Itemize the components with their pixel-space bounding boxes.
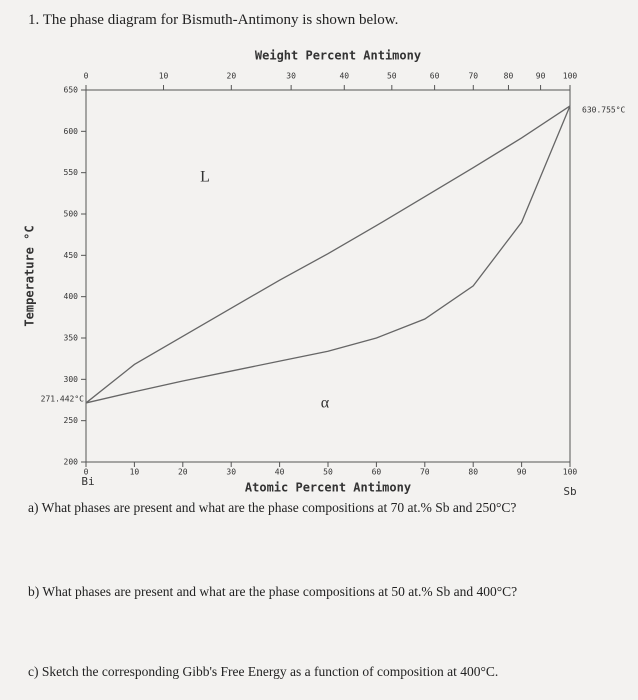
x-tick-label: 100 (563, 468, 578, 477)
x2-tick-label: 20 (227, 72, 237, 81)
x2-tick-label: 90 (536, 72, 546, 81)
x-tick-label: 40 (275, 468, 285, 477)
x-tick-label: 90 (517, 468, 527, 477)
question: b) What phases are present and what are … (28, 584, 518, 599)
x2-tick-label: 100 (563, 72, 578, 81)
x-tick-label: 50 (323, 468, 333, 477)
x-axis-label: Atomic Percent Antimony (245, 481, 411, 495)
y-tick-label: 250 (64, 416, 79, 425)
x-tick-label: 20 (178, 468, 188, 477)
x2-tick-label: 80 (504, 72, 514, 81)
x-tick-label: 70 (420, 468, 430, 477)
annotation: α (321, 395, 330, 412)
x-tick-label: 80 (468, 468, 478, 477)
y-tick-label: 650 (64, 86, 79, 95)
x2-tick-label: 0 (84, 72, 89, 81)
y-tick-label: 550 (64, 168, 79, 177)
x-tick-label: 60 (372, 468, 382, 477)
y-tick-label: 300 (64, 375, 79, 384)
x-tick-label: 30 (226, 468, 236, 477)
annotation: 271.442°C (41, 394, 85, 403)
y-tick-label: 400 (64, 292, 79, 301)
phase-boundary (85, 105, 571, 404)
x-tick-label: 0 (84, 468, 89, 477)
phase-boundary (85, 105, 571, 404)
x2-tick-label: 70 (468, 72, 478, 81)
title: 1. The phase diagram for Bismuth-Antimon… (28, 12, 399, 28)
x2-tick-label: 10 (159, 72, 169, 81)
x2-tick-label: 60 (430, 72, 440, 81)
y-tick-label: 350 (64, 334, 79, 343)
x2-axis-label: Weight Percent Antimony (255, 49, 421, 63)
y-axis-label: Temperature °C (23, 225, 37, 326)
x-tick-label: 10 (130, 468, 140, 477)
question: c) Sketch the corresponding Gibb's Free … (28, 664, 499, 679)
y-tick-label: 600 (64, 127, 79, 136)
x2-tick-label: 30 (286, 72, 296, 81)
x2-tick-label: 40 (339, 72, 349, 81)
x2-tick-label: 50 (387, 72, 397, 81)
annotation: Bi (81, 475, 94, 488)
question: a) What phases are present and what are … (28, 500, 517, 515)
annotation: L (200, 169, 210, 186)
annotation: Sb (563, 485, 576, 498)
y-tick-label: 450 (64, 251, 79, 260)
annotation: 630.755°C (582, 105, 626, 114)
y-tick-label: 500 (64, 210, 79, 219)
y-tick-label: 200 (64, 458, 79, 467)
